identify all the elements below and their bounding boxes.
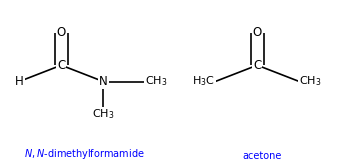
Text: CH$_3$: CH$_3$ xyxy=(92,108,114,121)
Text: C: C xyxy=(57,59,65,72)
Text: O: O xyxy=(57,26,66,39)
Text: $\it{N,N}$-dimethylformamide: $\it{N,N}$-dimethylformamide xyxy=(23,147,145,161)
Text: CH$_3$: CH$_3$ xyxy=(145,75,168,88)
Text: C: C xyxy=(253,59,261,72)
Text: O: O xyxy=(253,26,262,39)
Text: CH$_3$: CH$_3$ xyxy=(299,75,322,88)
Text: H$_3$C: H$_3$C xyxy=(193,75,215,88)
Text: N: N xyxy=(99,75,108,88)
Text: H: H xyxy=(15,75,24,88)
Text: acetone: acetone xyxy=(243,151,282,161)
